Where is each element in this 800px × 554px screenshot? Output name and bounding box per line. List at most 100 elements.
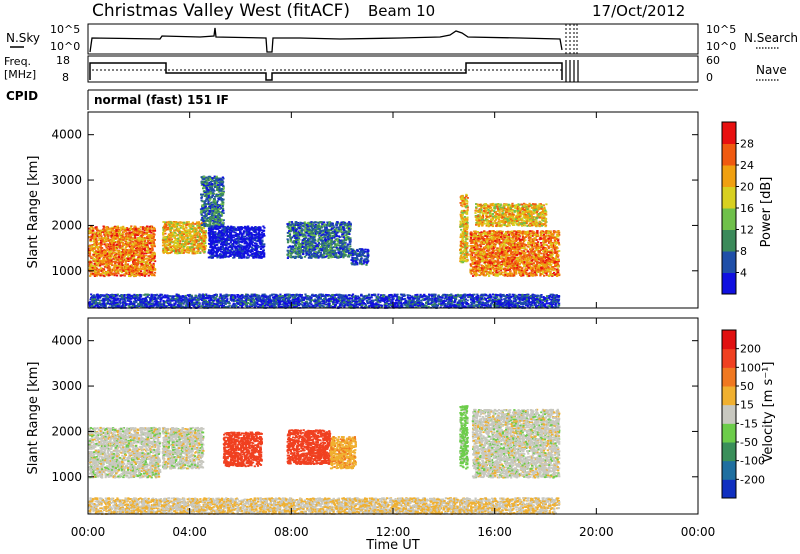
cpid-program: normal (fast) 151 IF (94, 93, 229, 107)
data-cell (148, 255, 150, 257)
data-cell (89, 251, 91, 253)
data-cell (123, 228, 125, 230)
data-cell (153, 257, 155, 259)
data-cell (118, 263, 120, 265)
data-cell (147, 263, 149, 265)
data-cell (125, 262, 127, 264)
data-cell (142, 243, 144, 245)
data-cell (122, 247, 124, 249)
data-cell (140, 270, 142, 272)
station-title: Christmas Valley West (fitACF) (92, 1, 350, 21)
data-cell (127, 272, 129, 274)
data-cell (99, 265, 101, 267)
data-cell (148, 260, 150, 262)
data-cell (146, 232, 148, 234)
data-cell (108, 240, 110, 242)
data-cell (131, 255, 133, 257)
data-cell (96, 268, 98, 270)
data-cell (147, 248, 149, 250)
data-cell (153, 265, 155, 267)
data-cell (88, 245, 90, 247)
cpid-panel: CPID normal (fast) 151 IF (6, 89, 698, 110)
data-cell (117, 267, 119, 269)
data-cell (113, 230, 115, 232)
data-cell (115, 273, 117, 275)
data-cell (142, 228, 144, 230)
data-cell (144, 269, 146, 271)
data-cell (98, 235, 100, 237)
data-cell (149, 242, 151, 244)
data-cell (153, 263, 155, 265)
data-cell (100, 233, 102, 235)
data-cell (90, 237, 92, 239)
data-cell (96, 241, 98, 243)
data-cell (115, 229, 117, 231)
data-cell (103, 229, 105, 231)
data-cell (125, 233, 127, 235)
data-cell (94, 236, 96, 238)
data-cell (110, 272, 112, 274)
data-cell (114, 264, 116, 266)
data-cell (129, 242, 131, 244)
data-cell (127, 258, 129, 260)
data-cell (133, 231, 135, 233)
data-cell (154, 255, 156, 257)
data-cell (134, 239, 136, 241)
data-cell (144, 266, 146, 268)
data-cell (113, 269, 115, 271)
data-cell (140, 226, 142, 228)
data-cell (151, 256, 153, 258)
data-cell (154, 254, 156, 256)
date-label: 17/Oct/2012 (592, 2, 685, 20)
data-cell (152, 252, 154, 254)
data-cell (149, 226, 151, 228)
data-cell (91, 265, 93, 267)
data-cell (96, 253, 98, 255)
data-cell (100, 242, 102, 244)
data-cell (91, 249, 93, 251)
data-cell (100, 244, 102, 246)
cpid-label: CPID (6, 89, 38, 103)
data-cell (145, 228, 147, 230)
power-scatter (88, 176, 560, 309)
freq-unit-label: [MHz] (4, 68, 36, 81)
data-cell (127, 256, 129, 258)
data-cell (151, 255, 153, 257)
data-cell (129, 268, 131, 270)
data-cell (148, 267, 150, 269)
data-cell (126, 245, 128, 247)
data-cell (136, 244, 138, 246)
data-cell (114, 233, 116, 235)
data-cell (132, 241, 134, 243)
beam-label: Beam 10 (368, 2, 435, 20)
data-cell (143, 253, 145, 255)
nsky-tick-top: 10^5 (50, 23, 80, 36)
data-cell (143, 234, 145, 236)
data-cell (129, 229, 131, 231)
data-cell (133, 246, 135, 248)
data-cell (144, 275, 146, 277)
data-cell (141, 257, 143, 259)
data-cell (129, 259, 131, 261)
data-cell (127, 263, 129, 265)
data-cell (113, 240, 115, 242)
data-cell (130, 227, 132, 229)
data-cell (137, 266, 139, 268)
data-cell (103, 226, 105, 228)
data-cell (135, 275, 137, 277)
data-cell (108, 254, 110, 256)
data-cell (144, 241, 146, 243)
data-cell (131, 239, 133, 241)
data-cell (143, 270, 145, 272)
nsearch-label: N.Search (744, 31, 798, 45)
freq-nave-panel: Freq. [MHz] 18 8 60 0 Nave (4, 54, 787, 84)
data-cell (145, 255, 147, 257)
data-cell (113, 266, 115, 268)
nave-label: Nave (756, 63, 787, 77)
data-cell (110, 242, 112, 244)
nave-tick-bottom: 0 (706, 71, 713, 84)
data-cell (103, 258, 105, 260)
data-cell (139, 268, 141, 270)
nsky-label: N.Sky (6, 31, 40, 45)
